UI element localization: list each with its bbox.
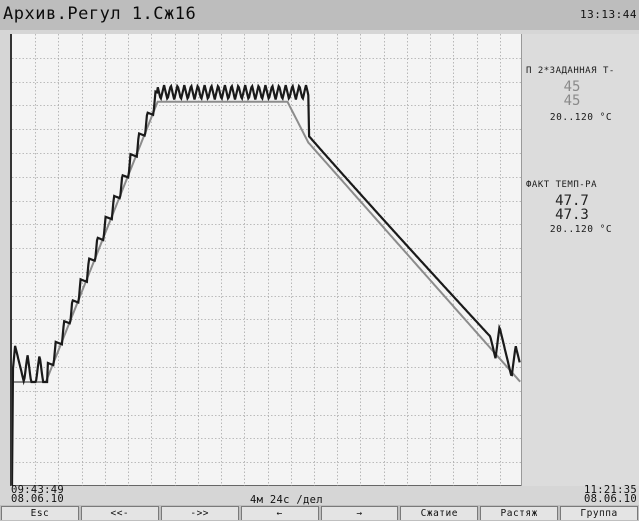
trend-plot[interactable]: [10, 34, 523, 486]
trend-chart: [12, 34, 523, 486]
start-date: 08.06.10: [11, 493, 64, 505]
system-clock: 13:13:44: [580, 8, 637, 21]
channel-2-value: 47.7: [555, 193, 589, 209]
compress-button[interactable]: Сжатие: [400, 506, 479, 520]
stretch-button[interactable]: Растяж: [480, 506, 559, 520]
page-forward-button[interactable]: ->>: [160, 506, 239, 520]
function-key-bar: Esc <<- ->> ← → Сжатие Растяж Группа: [0, 505, 639, 521]
time-scale-label: 4м 24с /дел: [250, 494, 323, 506]
page-back-button[interactable]: <<-: [80, 506, 159, 520]
channel-2-value-secondary: 47.3: [555, 207, 589, 223]
step-back-button[interactable]: ←: [240, 506, 319, 520]
channel-2-name: ФАКТ ТЕМП-РА: [526, 180, 598, 190]
esc-button[interactable]: Esc: [1, 506, 79, 520]
channel-1-name: П 2*ЗАДАННАЯ Т-: [526, 66, 615, 76]
channel-1-value: 45: [563, 79, 581, 95]
step-forward-button[interactable]: →: [320, 506, 399, 520]
channel-panel: П 2*ЗАДАННАЯ Т- 45 45 20..120 °C ФАКТ ТЕ…: [521, 34, 639, 486]
channel-2-range: 20..120 °C: [549, 224, 613, 235]
title-bar: Архив.Регул 1.Сж16 13:13:44: [0, 0, 639, 30]
start-time: 09:43:49: [11, 484, 64, 496]
channel-1-value-secondary: 45: [563, 93, 581, 109]
actual-series-line: [12, 83, 521, 486]
setpoint-series-line: [12, 100, 521, 383]
end-date: 08.06.10: [584, 493, 637, 505]
window-title: Архив.Регул 1.Сж16: [3, 4, 197, 24]
channel-1-range: 20..120 °C: [549, 112, 613, 123]
group-button[interactable]: Группа: [560, 506, 638, 520]
end-time: 11:21:35: [584, 484, 637, 496]
